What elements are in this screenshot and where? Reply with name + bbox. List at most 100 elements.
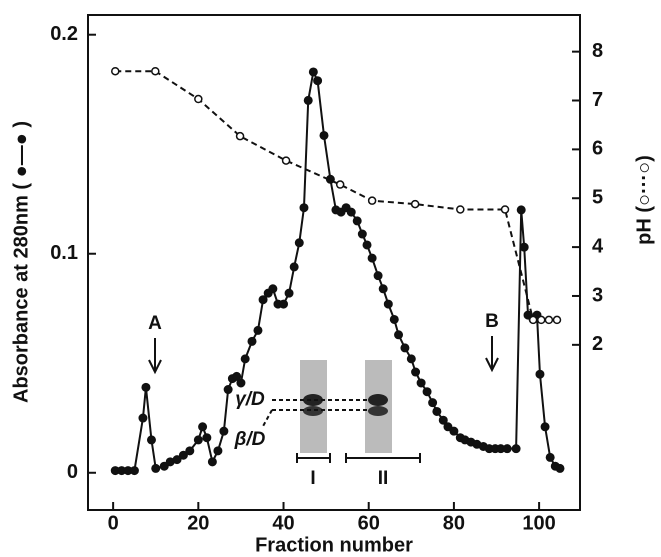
- gel-band: [368, 394, 388, 406]
- data-point: [111, 66, 120, 76]
- data-point: [146, 435, 156, 445]
- data-point: [449, 426, 459, 436]
- data-point: [202, 433, 212, 443]
- data-point: [357, 229, 367, 239]
- y2-tick-label: 2: [592, 333, 603, 355]
- data-point: [443, 422, 453, 432]
- data-point: [373, 271, 383, 281]
- y2-tick-label: 3: [592, 284, 603, 306]
- data-point: [232, 371, 242, 381]
- data-point: [502, 444, 512, 454]
- data-point: [352, 216, 362, 226]
- data-point: [213, 446, 223, 456]
- data-point: [178, 450, 188, 460]
- gel-band: [303, 406, 323, 416]
- series-line: [115, 70, 557, 321]
- y2-tick-label: 5: [592, 187, 603, 209]
- x-tick-label: 40: [272, 512, 294, 534]
- data-point: [335, 180, 345, 189]
- data-point: [422, 387, 432, 397]
- data-point: [253, 325, 263, 335]
- data-point: [411, 367, 421, 377]
- data-point: [410, 199, 420, 209]
- band-connector: [261, 399, 370, 429]
- data-point: [172, 455, 182, 465]
- data-point: [198, 422, 208, 432]
- data-point: [236, 378, 246, 388]
- data-point: [367, 253, 377, 263]
- data-point: [207, 457, 217, 467]
- data-point: [247, 336, 257, 346]
- data-point: [294, 238, 304, 248]
- data-point: [519, 242, 529, 252]
- data-point: [223, 385, 233, 395]
- gel-band: [303, 394, 323, 406]
- data-point: [193, 435, 203, 445]
- y-axis-title: Absorbance at 280nm ( ●—● ): [10, 121, 32, 403]
- data-point: [346, 207, 356, 217]
- data-point: [535, 369, 545, 379]
- data-point: [438, 415, 448, 425]
- data-point: [194, 94, 203, 104]
- data-point: [545, 452, 555, 462]
- data-point: [313, 76, 323, 86]
- y-tick-label: 0: [67, 461, 78, 483]
- x-tick-label: 60: [358, 512, 380, 534]
- data-point: [281, 156, 291, 165]
- data-point: [511, 444, 521, 454]
- data-point: [394, 330, 404, 340]
- x-tick-label: 20: [187, 512, 209, 534]
- data-point: [544, 315, 554, 325]
- data-point: [416, 378, 426, 388]
- annotation: B: [485, 311, 499, 332]
- y-tick-label: 0.2: [50, 23, 78, 45]
- data-point: [389, 314, 399, 324]
- pool-bracket: [296, 453, 421, 463]
- y2-tick-label: 7: [592, 89, 603, 111]
- pool-label: I: [310, 468, 315, 489]
- data-point: [528, 315, 538, 325]
- data-point: [235, 131, 245, 141]
- data-point: [456, 205, 465, 214]
- annotation: A: [148, 313, 162, 334]
- arrow: [148, 338, 162, 375]
- data-point: [219, 426, 229, 436]
- data-point: [159, 461, 169, 471]
- data-point: [258, 295, 268, 305]
- data-point: [151, 66, 160, 76]
- data-point: [432, 406, 442, 416]
- band-label: β/D: [234, 429, 266, 450]
- data-point: [303, 95, 313, 105]
- plot-frame: [87, 14, 581, 511]
- x-axis-title: Fraction number: [255, 534, 413, 556]
- arrow: [485, 336, 499, 373]
- y-tick-label: 0.1: [50, 242, 78, 264]
- data-point: [279, 299, 289, 309]
- data-point: [268, 284, 278, 294]
- y2-tick-label: 4: [592, 235, 604, 257]
- data-point: [500, 205, 510, 214]
- y2-tick-label: 8: [592, 40, 603, 62]
- data-point: [141, 382, 151, 392]
- data-point: [240, 354, 250, 364]
- data-point: [383, 299, 393, 309]
- data-point: [138, 413, 148, 423]
- gel-band: [368, 406, 388, 416]
- data-point: [400, 343, 410, 353]
- data-point: [299, 203, 309, 213]
- data-point: [362, 240, 372, 250]
- data-point: [284, 288, 294, 298]
- data-point: [428, 398, 438, 408]
- data-point: [555, 463, 565, 473]
- data-point: [129, 466, 139, 476]
- data-point: [540, 422, 550, 432]
- data-point: [151, 463, 161, 473]
- data-point: [319, 130, 329, 140]
- data-point: [516, 205, 526, 215]
- pool-label: II: [378, 468, 389, 489]
- data-point: [367, 196, 377, 205]
- gel-inset: [261, 360, 421, 463]
- data-point: [552, 315, 562, 325]
